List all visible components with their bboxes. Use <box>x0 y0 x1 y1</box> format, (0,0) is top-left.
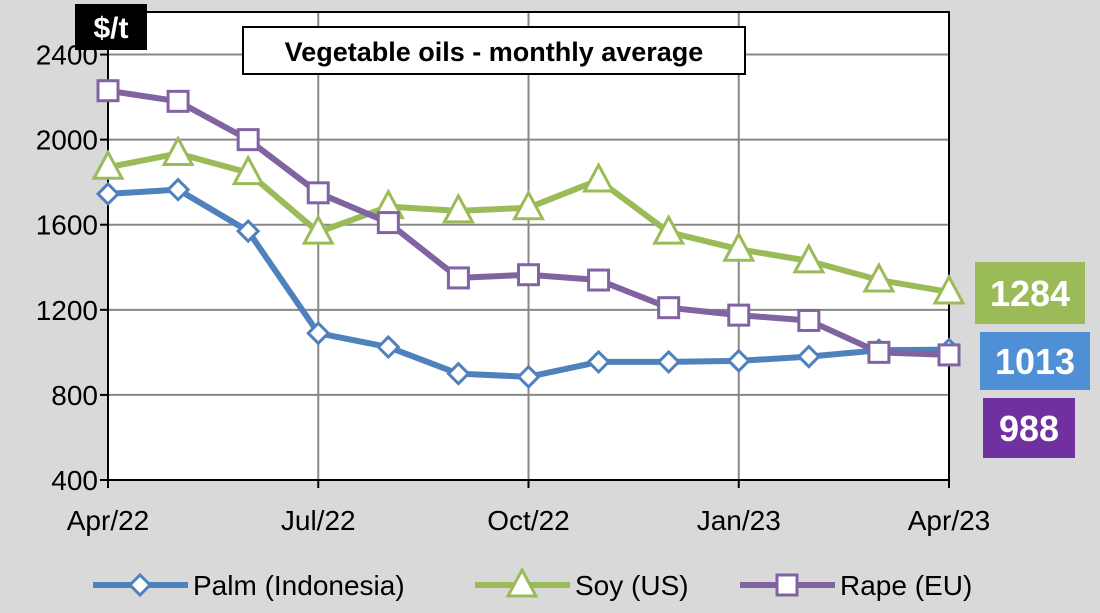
soy-us-point <box>792 242 826 274</box>
soy-us-point <box>161 135 195 166</box>
end-value-box <box>980 332 1090 390</box>
rape-eu-point <box>867 340 891 364</box>
soy-us-point <box>301 214 335 245</box>
chart-title-box <box>242 26 746 75</box>
legend-marker <box>127 572 153 598</box>
palm-indonesia-point <box>236 218 261 244</box>
x-tick-label: Jan/23 <box>697 505 781 536</box>
x-tick-label: Jul/22 <box>281 505 356 536</box>
soy-us-point <box>231 154 265 186</box>
legend-marker <box>775 573 799 597</box>
end-value-labels: 1284 1013 988 <box>975 262 1090 458</box>
y-tick-label: 1200 <box>36 295 98 326</box>
x-tick-label: Oct/22 <box>487 505 569 536</box>
soy-us-point <box>862 261 896 293</box>
end-value-label: 988 <box>983 398 1075 458</box>
legend-marker <box>505 566 539 598</box>
palm-indonesia-point <box>446 361 471 386</box>
soy-us-point <box>652 214 686 245</box>
y-tick-label: 800 <box>51 380 98 411</box>
palm-indonesia-point <box>796 344 821 369</box>
end-value-box <box>975 262 1085 324</box>
legend-label: Soy (US) <box>575 570 689 601</box>
rape-eu-point <box>517 263 540 287</box>
y-tick-label: 1600 <box>36 210 98 241</box>
palm-indonesia-point <box>516 364 541 389</box>
end-value-text: 1013 <box>995 341 1075 382</box>
rape-eu-point <box>587 268 611 292</box>
soy-us-point <box>932 273 966 305</box>
end-value-label: 1284 <box>975 262 1085 324</box>
legend-item: Palm (Indonesia) <box>93 570 405 601</box>
end-value-text: 988 <box>999 408 1059 449</box>
palm-indonesia-point <box>165 177 191 202</box>
chart-title: Vegetable oils - monthly average <box>285 37 704 67</box>
x-tick-label: Apr/23 <box>908 505 991 536</box>
palm-indonesia-point <box>586 349 611 375</box>
y-tick-label: 2000 <box>36 125 98 156</box>
rape-eu-point <box>236 128 260 152</box>
legend-label: Palm (Indonesia) <box>193 570 405 601</box>
unit-label-box <box>75 4 147 50</box>
rape-eu-point <box>446 266 470 290</box>
end-value-label: 1013 <box>980 332 1090 390</box>
rape-eu-point <box>657 296 681 320</box>
soy-us-point <box>582 161 616 193</box>
x-tick-label: Apr/22 <box>67 505 150 536</box>
x-axis-ticks: Apr/22 Jul/22 Oct/22 Jan/23 Apr/23 <box>67 480 991 536</box>
y-axis-unit-label: $/t <box>93 12 128 45</box>
series-group <box>91 79 966 389</box>
end-value-text: 1284 <box>990 273 1070 314</box>
rape-eu-point <box>166 89 190 113</box>
y-tick-label: 400 <box>51 465 98 496</box>
palm-indonesia-point <box>726 348 751 373</box>
rape-eu-point <box>937 343 961 367</box>
soy-us-point <box>441 192 475 224</box>
rape-eu-point <box>306 181 330 205</box>
palm-indonesia-point <box>656 349 681 375</box>
legend-item: Rape (EU) <box>740 570 972 601</box>
palm-indonesia-point <box>376 334 401 360</box>
rape-eu-point <box>797 308 821 332</box>
rape-eu-point <box>96 79 120 103</box>
end-value-box <box>983 398 1075 458</box>
rape-eu-point <box>376 211 400 235</box>
soy-us-point <box>91 149 125 180</box>
series-rape-eu <box>96 79 961 367</box>
palm-indonesia-point <box>306 321 331 346</box>
palm-indonesia-point <box>95 181 121 207</box>
legend-item: Soy (US) <box>475 566 689 601</box>
soy-us-point <box>511 189 546 221</box>
legend: Palm (Indonesia) Soy (US) Rape (EU) <box>93 566 972 601</box>
plot-border <box>107 11 950 481</box>
legend-label: Rape (EU) <box>840 570 972 601</box>
rape-eu-point <box>727 303 751 327</box>
soy-us-point <box>722 231 756 262</box>
